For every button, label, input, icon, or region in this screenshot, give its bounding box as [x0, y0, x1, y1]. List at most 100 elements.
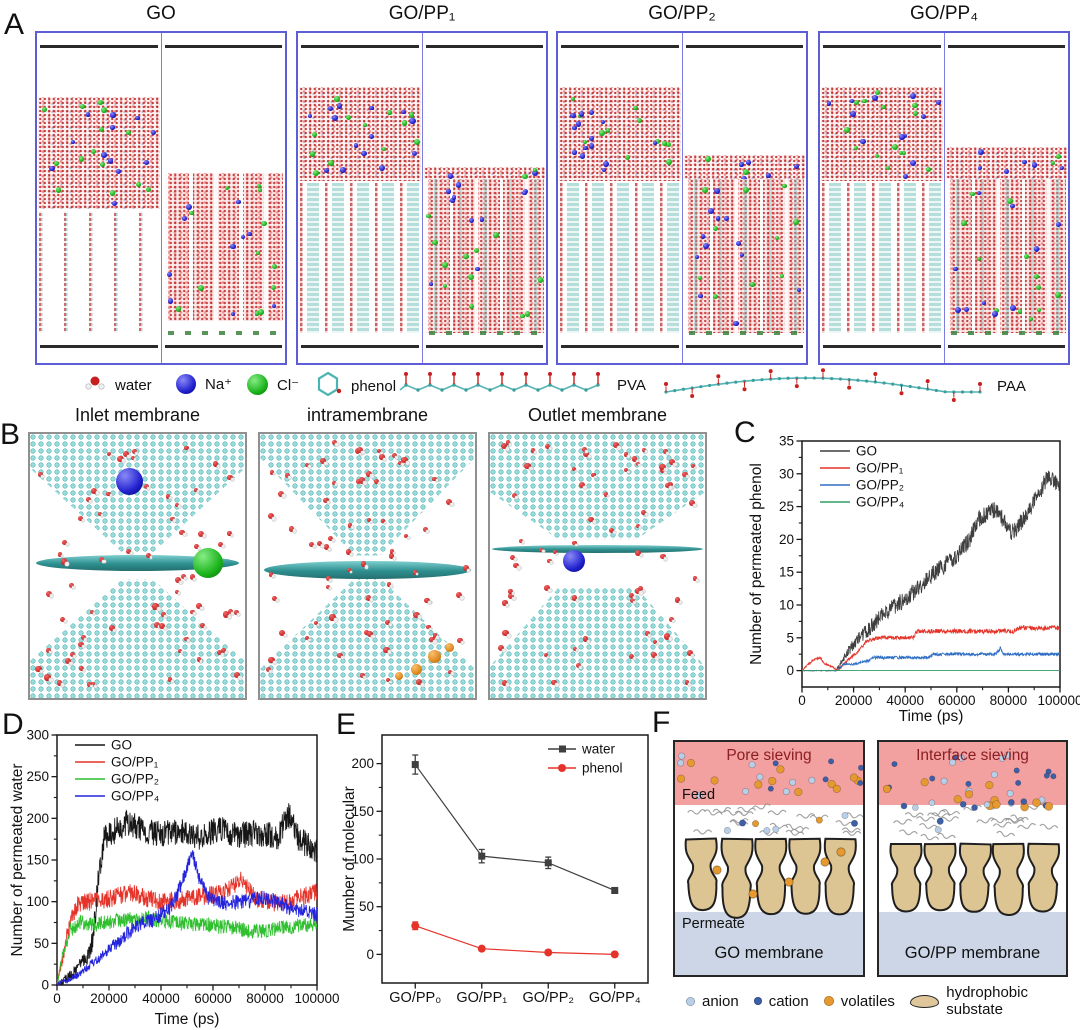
decor-circle [548, 372, 552, 376]
ion-sphere [193, 547, 224, 578]
decor-path [919, 823, 938, 829]
decor-rect [611, 886, 619, 894]
ion-dot [713, 294, 719, 300]
decor-circle [964, 790, 973, 799]
water-molecule [227, 531, 233, 537]
water-molecule [175, 502, 182, 509]
water-molecule [60, 558, 70, 567]
ion-dot [605, 128, 611, 133]
water-molecule [432, 633, 439, 639]
paa-icon [664, 368, 982, 402]
water-molecule [692, 575, 699, 582]
decor-path [802, 646, 1060, 672]
water-molecule [304, 462, 311, 468]
ion-dot [902, 134, 907, 139]
ion-dot [733, 320, 739, 327]
water-molecule [347, 523, 354, 529]
decor-circle [752, 820, 760, 828]
water-molecule [635, 550, 644, 558]
water-molecule [143, 483, 150, 490]
decor-circle [1043, 772, 1050, 779]
scheme-title: Interface sieving [916, 747, 1029, 764]
ion-dot [256, 184, 262, 189]
water-molecule [603, 492, 610, 498]
decor-text: 100 [351, 852, 374, 867]
water-icon [85, 376, 105, 390]
view-title-intra: intramembrane [306, 405, 429, 425]
legend-item-phenol: phenol [314, 370, 396, 402]
water-molecule [365, 595, 373, 602]
decor-circle [777, 377, 781, 381]
ion-dot [1022, 159, 1028, 165]
permeate-label: Permeate [682, 916, 745, 932]
decor-circle [416, 388, 420, 392]
water-molecule [89, 609, 96, 616]
bottom-wall [164, 345, 282, 348]
water-molecule [641, 447, 648, 454]
decor-circle [584, 388, 588, 392]
membrane-initial [822, 183, 942, 333]
go-sheet-disc [264, 560, 471, 579]
decor-circle [847, 377, 851, 382]
water-molecule [77, 516, 85, 523]
water-molecule [635, 461, 641, 467]
water-molecule [456, 592, 464, 600]
scheme-graphics [676, 752, 863, 919]
water-molecule [91, 487, 100, 495]
ion-dot [578, 110, 585, 117]
ion-dot [110, 125, 116, 130]
ion-dot [492, 232, 499, 239]
piston-wall [685, 45, 803, 48]
ion-dot [327, 160, 334, 167]
decor-path [415, 925, 615, 955]
water-molecule [217, 649, 224, 656]
ion-dot [850, 99, 855, 104]
scheme-graphics [882, 751, 1061, 916]
water-molecule [90, 681, 97, 688]
decor-path [802, 624, 1060, 672]
ion-dot [468, 218, 474, 224]
ion-dot [853, 99, 860, 106]
decor-circle [756, 773, 764, 781]
ion-dot [666, 158, 673, 165]
decor-text: GO/PP₂ [522, 990, 574, 1006]
decor-circle [768, 369, 773, 374]
decor-circle [978, 382, 982, 386]
water-molecule [68, 583, 75, 589]
decor-text: 200 [351, 756, 374, 771]
ion-sphere [563, 550, 586, 573]
decor-text: 5 [786, 630, 794, 645]
decor-circle [476, 372, 480, 376]
water-molecule [539, 547, 545, 553]
decor-circle [841, 812, 849, 820]
decor-circle [960, 390, 965, 394]
decor-text: Mumber of molecular [341, 786, 358, 932]
ion-dot [1055, 221, 1062, 228]
decor-text: 0 [41, 978, 49, 993]
ion-dot [977, 257, 982, 262]
initial-state [820, 33, 945, 363]
water-molecule [518, 538, 524, 544]
water-molecule [85, 497, 92, 503]
ion-dot [702, 242, 709, 249]
decor-circle [789, 778, 797, 786]
water-molecule [628, 653, 636, 661]
ion-dot [414, 138, 421, 145]
decor-circle [882, 381, 886, 385]
bottom-wall [40, 345, 158, 348]
water-molecule [571, 466, 578, 473]
ion-dot [700, 234, 705, 239]
cation-icon [753, 997, 762, 1005]
decor-path [1039, 823, 1059, 830]
ion-dot [603, 160, 610, 167]
ion-dot [168, 298, 174, 304]
ion-dot [175, 306, 182, 312]
remaining-feed [945, 147, 1067, 179]
water-molecule [524, 462, 534, 471]
ion-dot [401, 109, 406, 115]
chart-C: 0 20000 40000 60000 80000 100000 0 5 10 15 20 25 30 3… [748, 434, 1080, 726]
water-molecule [268, 656, 277, 665]
water-molecule [284, 472, 291, 479]
water-molecule [668, 616, 675, 623]
snapshot-intramembrane [258, 432, 477, 700]
